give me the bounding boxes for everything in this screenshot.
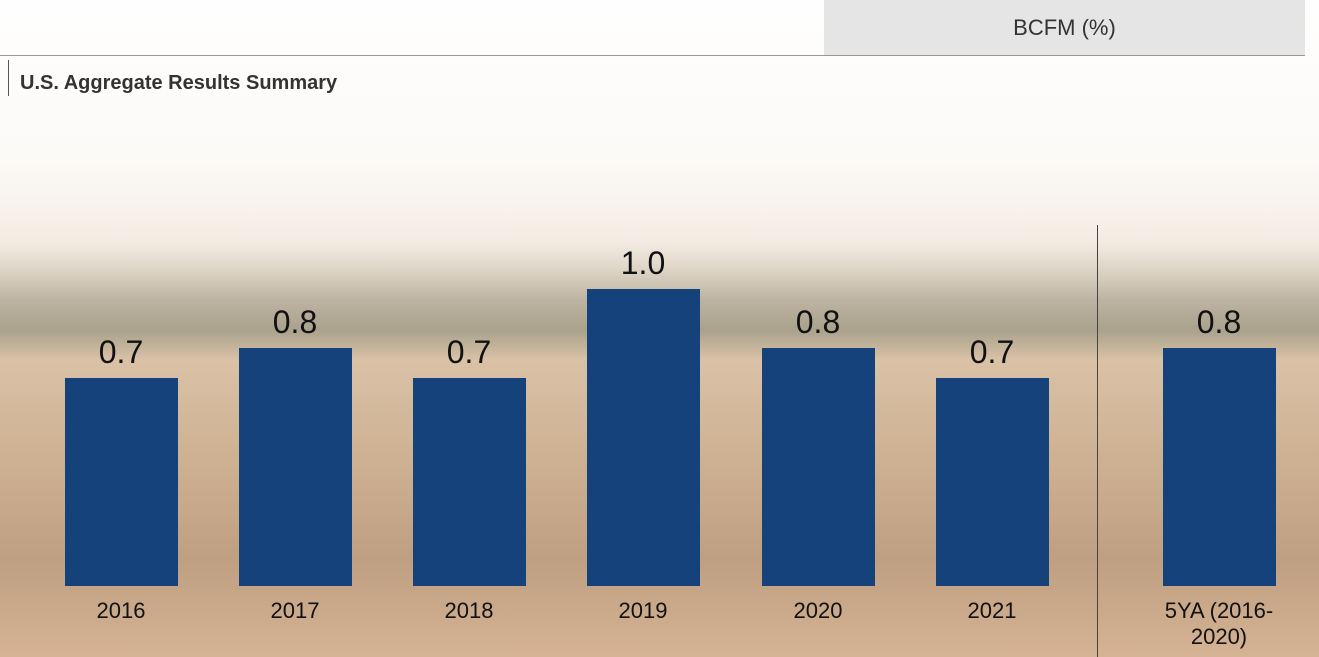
- value-label: 0.8: [272, 304, 318, 341]
- bar: [64, 378, 178, 586]
- bar: [412, 378, 526, 586]
- value-label: 0.8: [795, 304, 841, 341]
- bar: [935, 378, 1049, 586]
- bar: [238, 348, 352, 586]
- x-tick-label: 2016: [96, 598, 146, 623]
- bar: [1162, 348, 1276, 586]
- bar: [761, 348, 875, 586]
- x-tick-label: 5YA (2016-2020): [1164, 598, 1274, 649]
- x-tick-label: 2018: [444, 598, 494, 623]
- x-tick-label: 2021: [967, 598, 1017, 623]
- bar: [586, 289, 700, 586]
- chart-title: U.S. Aggregate Results Summary: [20, 72, 338, 94]
- metric-label: BCFM (%): [824, 0, 1305, 55]
- divider: [1097, 225, 1098, 657]
- x-tick-label: 2019: [618, 598, 668, 623]
- value-label: 0.7: [98, 334, 144, 371]
- x-tick-label: 2017: [270, 598, 320, 623]
- value-label: 0.7: [969, 334, 1015, 371]
- title-accent: [8, 60, 9, 96]
- header-rule: [0, 55, 1305, 56]
- x-tick-label: 2020: [793, 598, 843, 623]
- value-label: 0.7: [446, 334, 492, 371]
- value-label: 0.8: [1196, 304, 1242, 341]
- value-label: 1.0: [620, 245, 666, 281]
